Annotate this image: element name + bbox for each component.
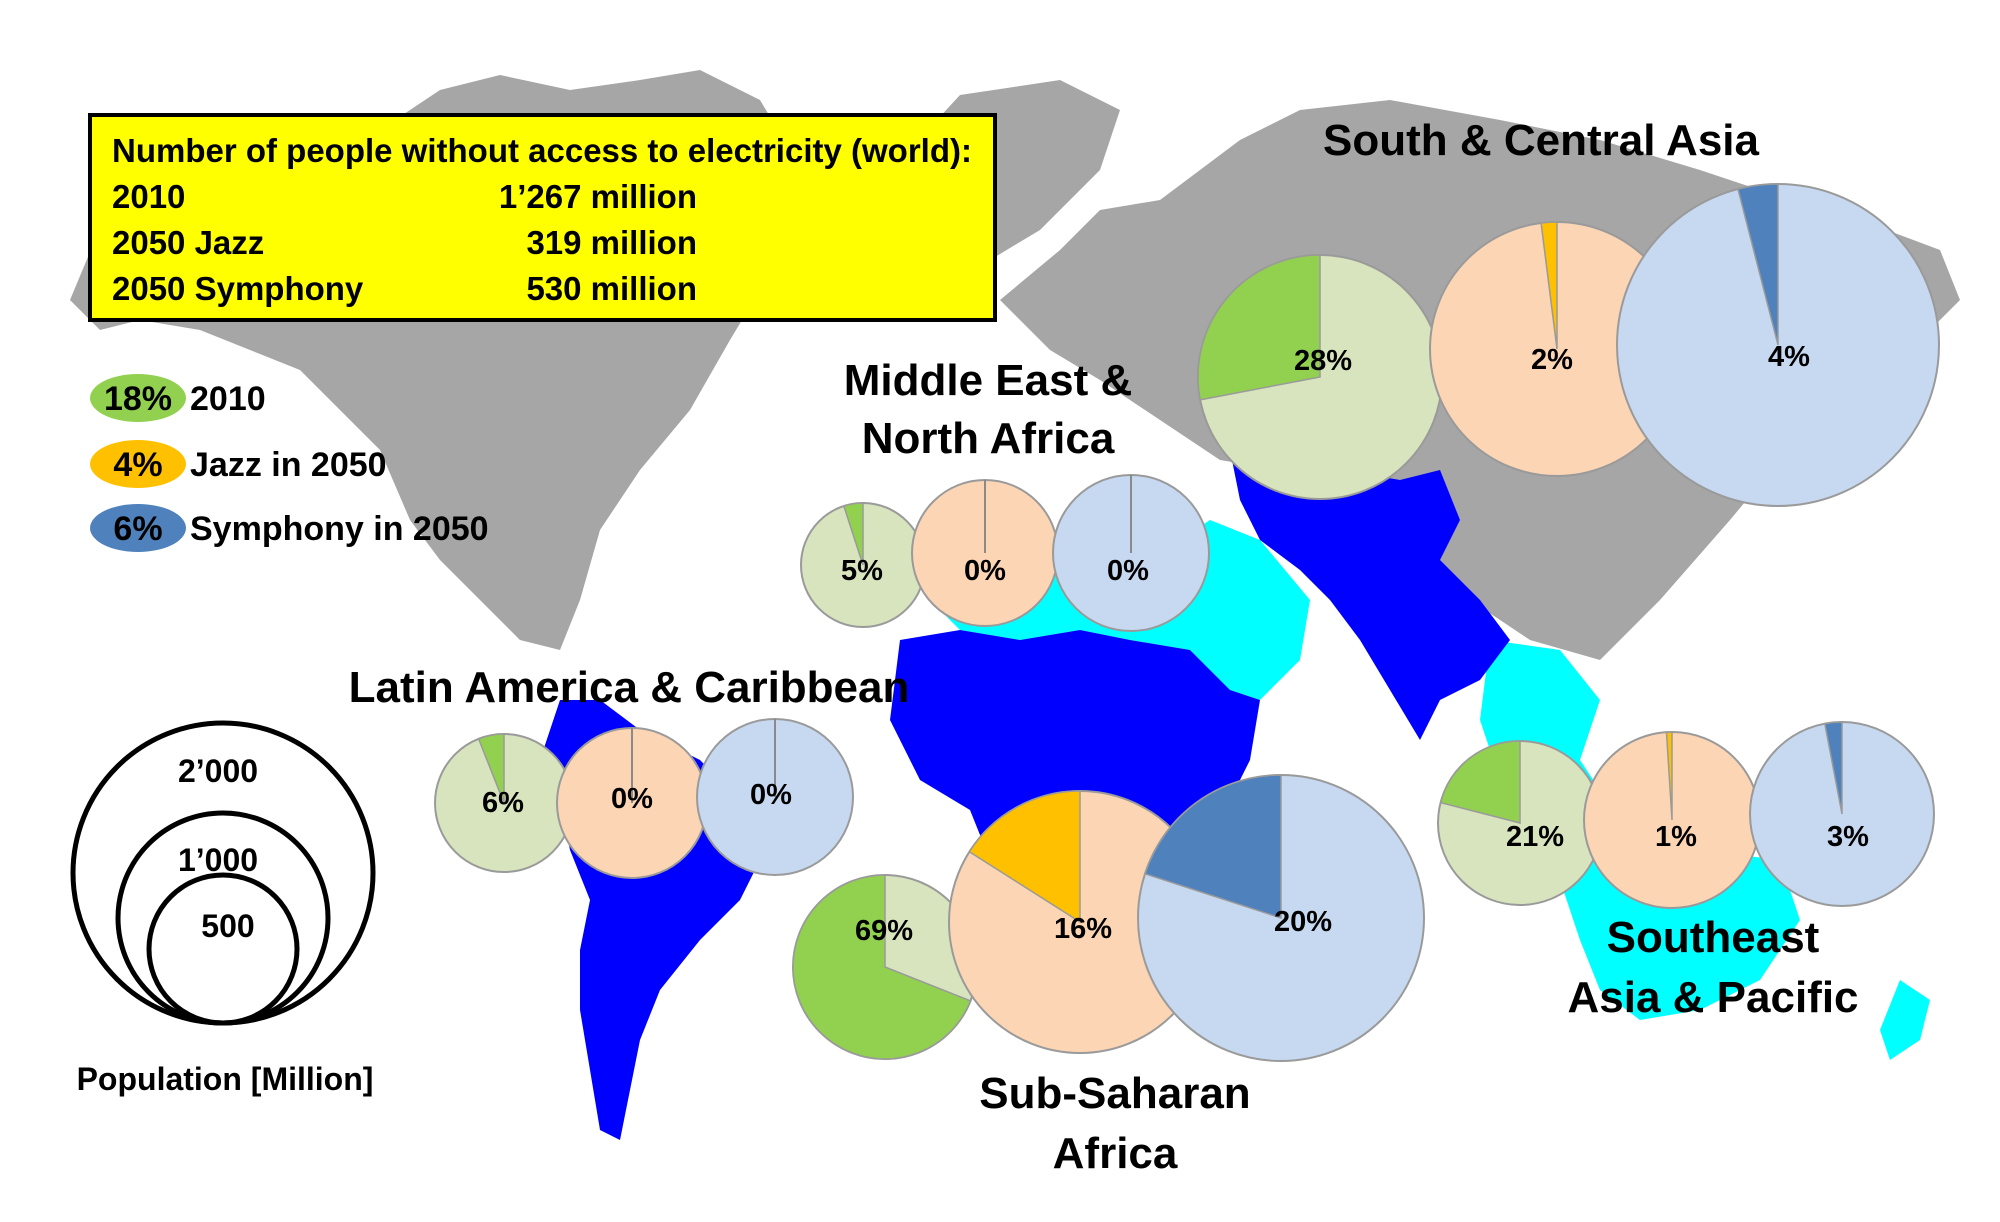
region-titles: Middle East & North Africa South & Central… [349, 116, 1859, 1178]
pie-label-latin-america-and-caribbean-jazz-in-2050: 0% [611, 783, 653, 815]
info-row-value-2010: 1’267 million [499, 178, 697, 215]
legend-item-2010: 18% 2010 [90, 374, 266, 422]
pie-slice-sub-saharan-africa-jazz-in-2050 [968, 790, 1081, 924]
legend-badge-2010 [90, 374, 186, 422]
pie-label-middle-east-and-north-africa-2010: 5% [841, 555, 883, 587]
region-title-middle-east-and-north-africa-line-2: North Africa [862, 414, 1115, 463]
pie-label-southeast-asia-and-pacific-jazz-in-2050: 1% [1655, 821, 1697, 853]
legend-label-symphony: Symphony in 2050 [190, 510, 489, 548]
pie-label-middle-east-and-north-africa-symphony-in-2050: 0% [1107, 555, 1149, 587]
pie-label-sub-saharan-africa-symphony-in-2050: 20% [1274, 906, 1332, 938]
pie-label-southeast-asia-and-pacific-2010: 21% [1506, 821, 1564, 853]
region-title-sub-saharan-africa-line-1: Sub-Saharan [979, 1069, 1250, 1118]
size-label-500: 500 [201, 908, 254, 944]
info-row-value-jazz: 319 million [526, 224, 697, 261]
size-label-2000: 2’000 [178, 753, 258, 789]
region-latin-america-and-caribbean: 6% 0% 0% [434, 718, 854, 879]
pie-label-south-and-central-asia-jazz-in-2050: 2% [1531, 344, 1573, 376]
pie-latin-america-and-caribbean-symphony-in-2050: 0% [696, 718, 854, 876]
info-box-frame [88, 113, 997, 322]
pie-southeast-asia-and-pacific-jazz-in-2050: 1% [1583, 731, 1761, 909]
legend-badge-text-jazz: 4% [113, 446, 162, 484]
legend-badge-text-symphony: 6% [113, 510, 162, 548]
size-circle-500 [146, 872, 300, 1026]
pie-label-middle-east-and-north-africa-jazz-in-2050: 0% [964, 555, 1006, 587]
pie-label-south-and-central-asia-symphony-in-2050: 4% [1768, 341, 1810, 373]
pie-middle-east-and-north-africa-2010: 5% [800, 502, 926, 628]
info-row-label-jazz: 2050 Jazz [112, 224, 264, 261]
region-title-south-and-central-asia-line-1: South & Central Asia [1323, 116, 1760, 165]
legend-label-jazz: Jazz in 2050 [190, 446, 387, 484]
pie-south-and-central-asia-symphony-in-2050: 4% [1616, 183, 1940, 507]
region-title-sub-saharan-africa-line-2: Africa [1053, 1129, 1178, 1178]
pie-south-and-central-asia-jazz-in-2050: 2% [1429, 221, 1685, 477]
size-legend: 2’000 1’000 500 Population [Million] [70, 720, 376, 1097]
legend-badge-text-2010: 18% [104, 380, 172, 418]
pie-sub-saharan-africa-symphony-in-2050: 20% [1137, 774, 1425, 1062]
map-south-asia [1230, 450, 1510, 740]
pie-middle-east-and-north-africa-jazz-in-2050: 0% [911, 479, 1059, 627]
pie-label-southeast-asia-and-pacific-symphony-in-2050: 3% [1827, 821, 1869, 853]
pie-slice-south-and-central-asia-jazz-in-2050 [1540, 221, 1558, 350]
legend-item-symphony: 6% Symphony in 2050 [90, 504, 489, 552]
pie-slice-southeast-asia-and-pacific-2010 [1439, 740, 1521, 824]
region-title-middle-east-and-north-africa-line-1: Middle East & [844, 356, 1133, 405]
info-row-label-2010: 2010 [112, 178, 185, 215]
pie-slice-sub-saharan-africa-symphony-in-2050 [1144, 774, 1282, 920]
region-middle-east-and-north-africa: 5% 0% 0% [800, 474, 1210, 632]
info-row-value-symphony: 530 million [526, 270, 697, 307]
pie-charts: 5% 0% 0% 28% 2% 4% 6% 0% 0% 69% 16% 20% 21% 1% 3% [434, 183, 1940, 1062]
region-title-latin-america-and-caribbean-line-1: Latin America & Caribbean [349, 663, 910, 712]
pie-sub-saharan-africa-2010: 69% [792, 874, 978, 1060]
region-southeast-asia-and-pacific: 21% 1% 3% [1437, 721, 1935, 909]
region-sub-saharan-africa: 69% 16% 20% [792, 774, 1425, 1062]
pie-slice-southeast-asia-and-pacific-symphony-in-2050 [1823, 721, 1843, 815]
legend-label-2010: 2010 [190, 380, 266, 418]
legend-badge-jazz [90, 440, 186, 488]
map-new-zealand [1880, 980, 1930, 1060]
pie-label-sub-saharan-africa-2010: 69% [855, 915, 913, 947]
size-legend-title: Population [Million] [77, 1061, 374, 1097]
pie-latin-america-and-caribbean-2010: 6% [434, 733, 574, 873]
pie-latin-america-and-caribbean-jazz-in-2050: 0% [556, 727, 708, 879]
legend-item-jazz: 4% Jazz in 2050 [90, 440, 387, 488]
pie-label-latin-america-and-caribbean-symphony-in-2050: 0% [750, 779, 792, 811]
pie-slice-sub-saharan-africa-2010 [792, 874, 972, 1060]
region-title-southeast-asia-and-pacific-line-1: Southeast [1607, 913, 1820, 962]
region-title-southeast-asia-and-pacific-line-2: Asia & Pacific [1567, 973, 1858, 1022]
pie-slice-latin-america-and-caribbean-2010 [477, 733, 505, 804]
size-label-1000: 1’000 [178, 842, 258, 878]
pie-label-south-and-central-asia-2010: 28% [1294, 345, 1352, 377]
pie-slice-middle-east-and-north-africa-2010 [842, 502, 864, 566]
pie-slice-southeast-asia-and-pacific-jazz-in-2050 [1665, 731, 1673, 821]
pie-southeast-asia-and-pacific-symphony-in-2050: 3% [1749, 721, 1935, 907]
info-box: Number of people without access to elect… [88, 113, 997, 322]
pie-middle-east-and-north-africa-symphony-in-2050: 0% [1052, 474, 1210, 632]
region-south-and-central-asia: 28% 2% 4% [1197, 183, 1940, 507]
pie-southeast-asia-and-pacific-2010: 21% [1437, 740, 1603, 906]
pie-slice-south-and-central-asia-symphony-in-2050 [1737, 183, 1779, 346]
pie-label-sub-saharan-africa-jazz-in-2050: 16% [1054, 913, 1112, 945]
info-box-title: Number of people without access to elect… [112, 132, 972, 169]
pie-label-latin-america-and-caribbean-2010: 6% [482, 787, 524, 819]
pie-sub-saharan-africa-jazz-in-2050: 16% [948, 790, 1212, 1054]
pie-south-and-central-asia-2010: 28% [1197, 254, 1443, 500]
pie-slice-south-and-central-asia-2010 [1197, 254, 1321, 401]
legend-badge-symphony [90, 504, 186, 552]
color-legend: 18% 2010 4% Jazz in 2050 6% Symphony in … [90, 374, 489, 552]
info-row-label-symphony: 2050 Symphony [112, 270, 364, 307]
